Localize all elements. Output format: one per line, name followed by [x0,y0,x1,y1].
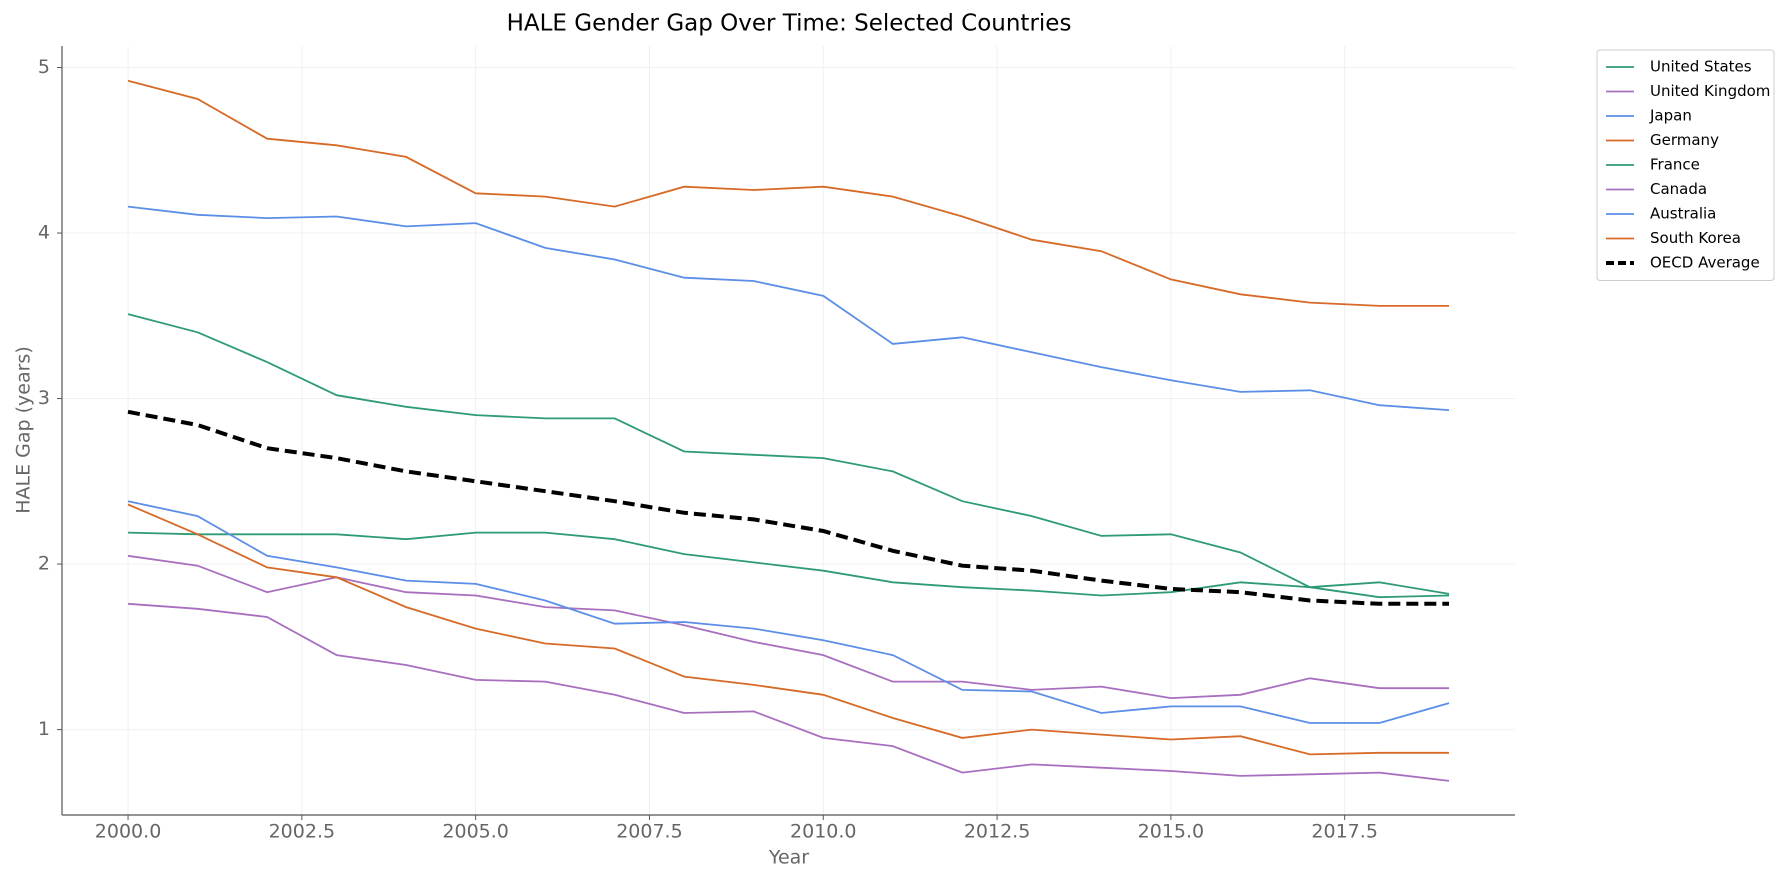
x-tick-label: 2010.0 [790,821,856,843]
series-line [127,313,1450,599]
series-line [127,409,1449,606]
legend-label: Germany [1650,131,1719,149]
y-tick-label: 3 [38,387,50,409]
x-tick-label: 2005.0 [442,821,508,843]
series-line [127,500,1450,724]
legend-label: France [1650,156,1700,174]
legend-label: Canada [1650,180,1707,198]
x-tick-label: 2002.5 [269,821,335,843]
x-tick-label: 2012.5 [964,821,1030,843]
series-line [127,531,1450,597]
legend-label: Australia [1650,205,1716,223]
legend-label: South Korea [1650,229,1741,247]
x-tick-label: 2015.0 [1138,821,1204,843]
y-tick-label: 5 [38,56,50,78]
legend-label: United Kingdom [1650,82,1770,100]
y-tick-label: 2 [38,553,50,575]
x-tick-label: 2000.0 [95,821,161,843]
chart-title: HALE Gender Gap Over Time: Selected Coun… [507,11,1072,37]
series-line [127,554,1449,700]
legend-label: OECD Average [1650,254,1760,272]
legend-box [1596,49,1775,281]
x-tick-label: 2017.5 [1311,821,1377,843]
y-tick-label: 4 [38,222,50,244]
series-line [127,79,1449,307]
x-axis-label: Year [768,847,809,869]
legend-label: Japan [1649,107,1692,125]
legend-label: United States [1650,58,1752,76]
y-tick-label: 1 [38,718,50,740]
y-axis-label: HALE Gap (years) [13,346,35,514]
series-line [127,205,1450,411]
series-line [127,602,1450,782]
x-tick-label: 2007.5 [616,821,682,843]
series-line [127,503,1449,756]
